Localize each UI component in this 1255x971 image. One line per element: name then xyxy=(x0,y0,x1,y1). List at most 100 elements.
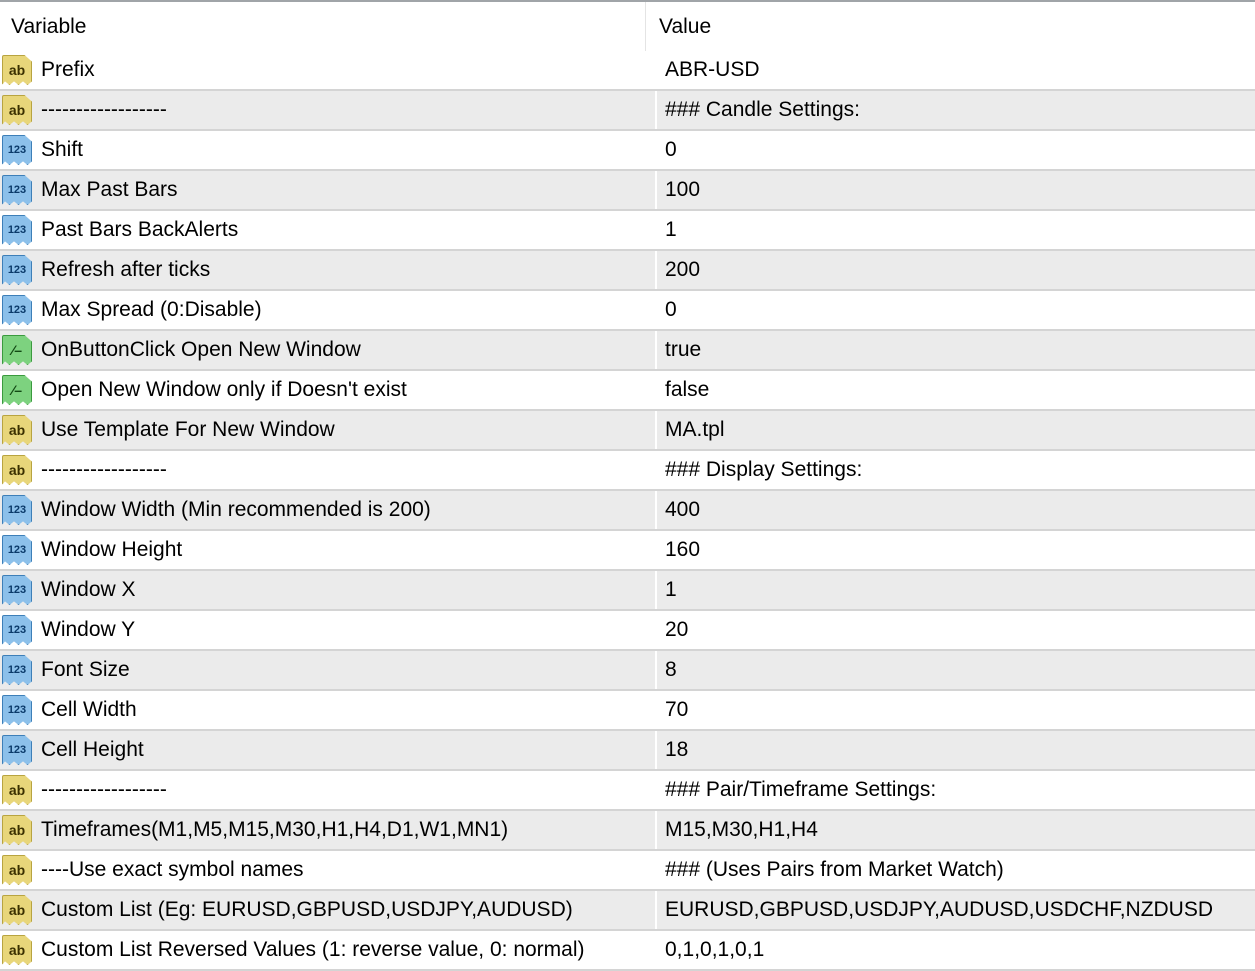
variable-name: Window Y xyxy=(41,618,136,641)
table-row[interactable]: ab ----Use exact symbol names ### (Uses Pa… xyxy=(0,851,1255,891)
variable-name: ------------------ xyxy=(41,778,167,801)
variable-cell: 123 Window Height xyxy=(0,531,657,569)
string-type-icon: ab xyxy=(2,895,32,925)
variable-cell: 123 Refresh after ticks xyxy=(0,251,657,289)
value-cell[interactable]: EURUSD,GBPUSD,USDJPY,AUDUSD,USDCHF,NZDUS… xyxy=(665,898,1214,921)
value-cell[interactable]: ### Pair/Timeframe Settings: xyxy=(665,778,937,801)
value-cell[interactable]: 18 xyxy=(665,738,689,761)
table-row[interactable]: ab ------------------ ### Display Settings… xyxy=(0,451,1255,491)
table-row[interactable]: ab ------------------ ### Candle Settings: xyxy=(0,91,1255,131)
integer-type-icon: 123 xyxy=(2,135,32,165)
table-header: Variable Value xyxy=(0,2,1255,51)
column-header-variable[interactable]: Variable xyxy=(0,2,646,51)
variable-name: Open New Window only if Doesn't exist xyxy=(41,378,407,401)
variable-name: Max Past Bars xyxy=(41,178,178,201)
top-border xyxy=(0,0,1255,2)
variable-cell: 123 Window Width (Min recommended is 200) xyxy=(0,491,657,529)
variable-name: Cell Height xyxy=(41,738,144,761)
variable-cell: ab Use Template For New Window xyxy=(0,411,657,449)
table-row[interactable]: 123 Refresh after ticks 200 xyxy=(0,251,1255,291)
table-row[interactable]: 123 Past Bars BackAlerts 1 xyxy=(0,211,1255,251)
table-row[interactable]: 123 Window Height 160 xyxy=(0,531,1255,571)
table-row[interactable]: 123 Window Width (Min recommended is 200)… xyxy=(0,491,1255,531)
variable-cell: ab ------------------ xyxy=(0,91,657,129)
table-row[interactable]: 123 Window Y 20 xyxy=(0,611,1255,651)
value-cell[interactable]: ABR-USD xyxy=(665,58,760,81)
table-row[interactable]: ⁄– Open New Window only if Doesn't exist f… xyxy=(0,371,1255,411)
variable-cell: ⁄– OnButtonClick Open New Window xyxy=(0,331,657,369)
value-cell[interactable]: 200 xyxy=(665,258,701,281)
string-type-icon: ab xyxy=(2,415,32,445)
value-cell[interactable]: M15,M30,H1,H4 xyxy=(665,818,818,841)
variable-cell: ab Custom List (Eg: EURUSD,GBPUSD,USDJPY,… xyxy=(0,891,657,929)
table-row[interactable]: 123 Cell Height 18 xyxy=(0,731,1255,771)
variable-name: Timeframes(M1,M5,M15,M30,H1,H4,D1,W1,MN1… xyxy=(41,818,509,841)
value-cell[interactable]: ### (Uses Pairs from Market Watch) xyxy=(665,858,1004,881)
table-row[interactable]: 123 Shift 0 xyxy=(0,131,1255,171)
value-cell[interactable]: 0 xyxy=(665,298,677,321)
variable-cell: 123 Max Past Bars xyxy=(0,171,657,209)
variable-name: Cell Width xyxy=(41,698,137,721)
value-cell[interactable]: true xyxy=(665,338,702,361)
variable-cell: 123 Cell Height xyxy=(0,731,657,769)
variable-name: Shift xyxy=(41,138,84,161)
value-cell[interactable]: 20 xyxy=(665,618,689,641)
value-cell[interactable]: false xyxy=(665,378,710,401)
integer-type-icon: 123 xyxy=(2,655,32,685)
variable-cell: 123 Font Size xyxy=(0,651,657,689)
variable-cell: ab ----Use exact symbol names xyxy=(0,851,657,889)
value-cell[interactable]: MA.tpl xyxy=(665,418,725,441)
variable-name: Custom List (Eg: EURUSD,GBPUSD,USDJPY,AU… xyxy=(41,898,573,921)
integer-type-icon: 123 xyxy=(2,255,32,285)
integer-type-icon: 123 xyxy=(2,615,32,645)
table-row[interactable]: 123 Window X 1 xyxy=(0,571,1255,611)
table-row[interactable]: ⁄– OnButtonClick Open New Window true xyxy=(0,331,1255,371)
variable-cell: ab Timeframes(M1,M5,M15,M30,H1,H4,D1,W1,M… xyxy=(0,811,657,849)
integer-type-icon: 123 xyxy=(2,535,32,565)
variable-name: OnButtonClick Open New Window xyxy=(41,338,361,361)
variable-name: Max Spread (0:Disable) xyxy=(41,298,262,321)
value-cell[interactable]: 0,1,0,1,0,1 xyxy=(665,938,765,961)
variable-name: ----Use exact symbol names xyxy=(41,858,304,881)
table-row[interactable]: ab Prefix ABR-USD xyxy=(0,51,1255,91)
variable-cell: 123 Past Bars BackAlerts xyxy=(0,211,657,249)
table-row[interactable]: ab Custom List Reversed Values (1: revers… xyxy=(0,931,1255,971)
table-row[interactable]: 123 Max Spread (0:Disable) 0 xyxy=(0,291,1255,331)
value-cell[interactable]: 70 xyxy=(665,698,689,721)
variable-name: ------------------ xyxy=(41,98,167,121)
value-cell[interactable]: 1 xyxy=(665,578,677,601)
string-type-icon: ab xyxy=(2,775,32,805)
value-cell[interactable]: ### Candle Settings: xyxy=(665,98,860,121)
value-cell[interactable]: 400 xyxy=(665,498,701,521)
table-row[interactable]: 123 Cell Width 70 xyxy=(0,691,1255,731)
table-row[interactable]: ab Use Template For New Window MA.tpl xyxy=(0,411,1255,451)
table-row[interactable]: 123 Font Size 8 xyxy=(0,651,1255,691)
string-type-icon: ab xyxy=(2,55,32,85)
variable-name: Prefix xyxy=(41,58,95,81)
value-cell[interactable]: 160 xyxy=(665,538,701,561)
value-cell[interactable]: 100 xyxy=(665,178,701,201)
variable-cell: 123 Max Spread (0:Disable) xyxy=(0,291,657,329)
integer-type-icon: 123 xyxy=(2,495,32,525)
variable-cell: ab ------------------ xyxy=(0,771,657,809)
value-cell[interactable]: 0 xyxy=(665,138,677,161)
value-cell[interactable]: ### Display Settings: xyxy=(665,458,863,481)
integer-type-icon: 123 xyxy=(2,295,32,325)
integer-type-icon: 123 xyxy=(2,175,32,205)
boolean-type-icon: ⁄– xyxy=(2,335,32,365)
value-cell[interactable]: 8 xyxy=(665,658,677,681)
column-header-value[interactable]: Value xyxy=(659,14,712,38)
string-type-icon: ab xyxy=(2,95,32,125)
value-cell[interactable]: 1 xyxy=(665,218,677,241)
variable-cell: 123 Shift xyxy=(0,131,657,169)
string-type-icon: ab xyxy=(2,855,32,885)
table-row[interactable]: ab Timeframes(M1,M5,M15,M30,H1,H4,D1,W1,M… xyxy=(0,811,1255,851)
variable-cell: 123 Cell Width xyxy=(0,691,657,729)
string-type-icon: ab xyxy=(2,815,32,845)
table-row[interactable]: 123 Max Past Bars 100 xyxy=(0,171,1255,211)
integer-type-icon: 123 xyxy=(2,215,32,245)
table-row[interactable]: ab ------------------ ### Pair/Timeframe S… xyxy=(0,771,1255,811)
table-row[interactable]: ab Custom List (Eg: EURUSD,GBPUSD,USDJPY,… xyxy=(0,891,1255,931)
inputs-table: ab Prefix ABR-USD ab ------------------ ### C… xyxy=(0,51,1255,971)
variable-name: Use Template For New Window xyxy=(41,418,335,441)
